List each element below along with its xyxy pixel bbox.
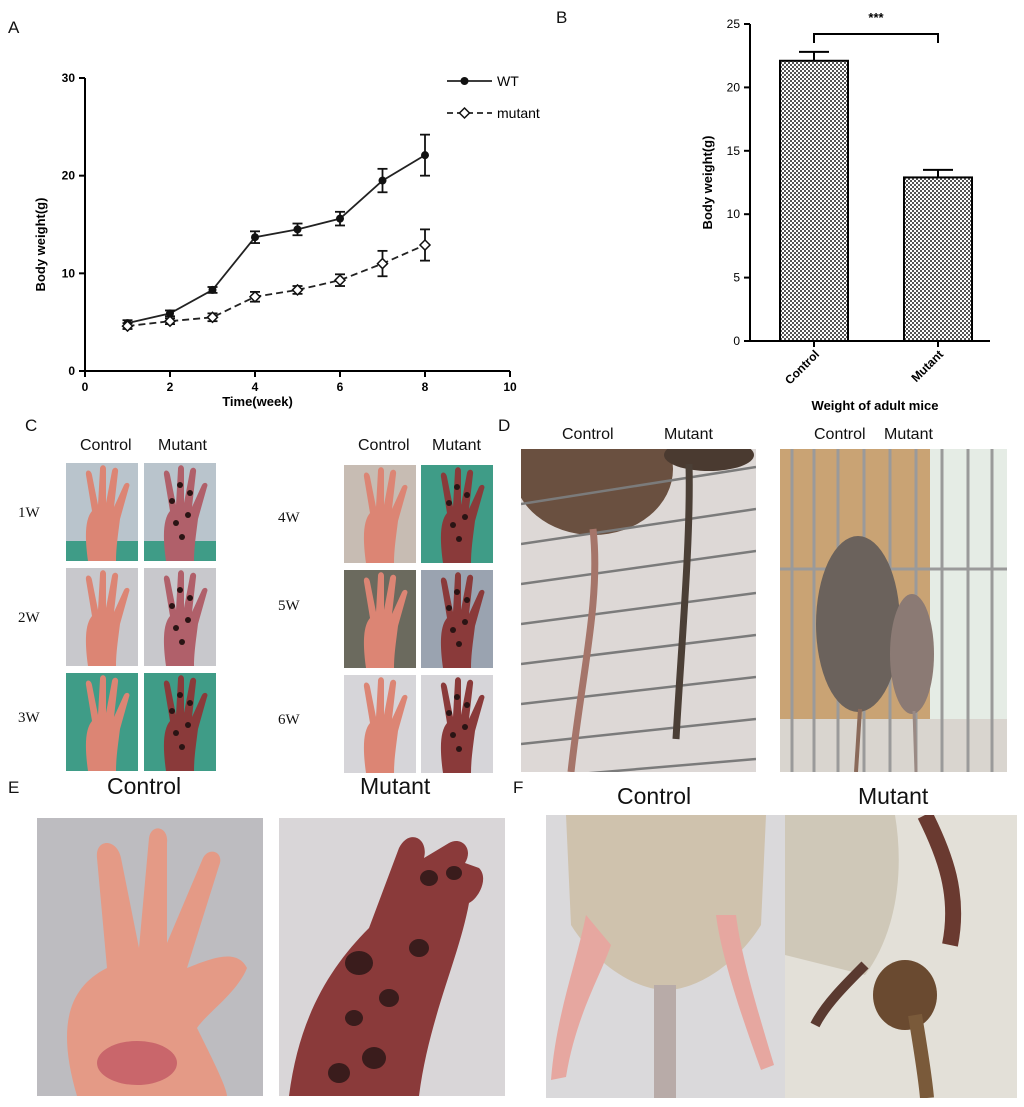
b-bar-control (779, 59, 849, 342)
c-week-6w: 6W (278, 712, 300, 728)
c-left-control-label: Control (80, 437, 132, 454)
a-x-tick-label: 10 (503, 380, 517, 394)
b-significance-label: *** (868, 10, 884, 25)
panel-label-c: C (25, 416, 38, 435)
a-y-tick-label: 10 (62, 266, 76, 280)
a-point-mutant (163, 315, 177, 328)
b-y-tick-label: 25 (727, 17, 741, 31)
d-right-mutant-label: Mutant (884, 426, 933, 443)
panel-label-f: F (513, 778, 524, 797)
a-point-mutant (206, 311, 219, 324)
paw-photo-mutant (144, 673, 216, 771)
a-point-mutant (121, 320, 134, 333)
b-x-tick-label: Mutant (908, 347, 946, 385)
b-bar-mutant (903, 176, 973, 342)
b-x-axis-label: Weight of adult mice (812, 398, 939, 413)
b-y-tick-label: 0 (733, 334, 740, 348)
paw-photo-control (344, 570, 416, 668)
a-series-line-mutant (127, 244, 426, 327)
paw-photo-mutant (144, 463, 216, 561)
f-mutant-label: Mutant (858, 783, 929, 809)
a-y-tick-label: 30 (62, 71, 76, 85)
a-legend-label-WT: WT (497, 73, 519, 89)
e-control-label: Control (107, 773, 182, 799)
paw-photo-mutant (421, 570, 493, 668)
d-right-control-label: Control (814, 426, 866, 443)
a-legend-marker-mutant (458, 106, 471, 120)
b-y-tick-label: 15 (727, 144, 741, 158)
a-series-line-WT (127, 154, 426, 325)
b-y-tick-label: 5 (733, 271, 740, 285)
a-point-mutant (248, 290, 262, 303)
a-point-WT (421, 151, 429, 160)
paw-photo-control (344, 675, 416, 773)
photo-mutant-paw-closeup (279, 818, 505, 1096)
f-control-label: Control (617, 783, 692, 809)
a-x-tick-label: 2 (167, 380, 174, 394)
photo-mutant-hindlimbs-tail (785, 815, 1017, 1098)
a-legend-label-mutant: mutant (497, 105, 540, 121)
c-left-mutant-label: Mutant (158, 437, 207, 454)
panel-label-b: B (556, 8, 568, 27)
c-right-control-label: Control (358, 437, 410, 454)
a-x-axis-label: Time(week) (222, 394, 293, 409)
a-x-tick-label: 6 (337, 380, 344, 394)
a-x-tick-label: 0 (82, 380, 89, 394)
paw-photo-mutant (421, 675, 493, 773)
b-y-axis-label: Body weight(g) (700, 136, 715, 230)
a-point-WT (378, 176, 387, 185)
d-left-mutant-label: Mutant (664, 426, 713, 443)
paw-photo-control (66, 568, 138, 666)
panel-label-e: E (8, 778, 20, 797)
photo-tails-on-cage (521, 449, 756, 772)
a-y-axis-label: Body weight(g) (33, 198, 48, 292)
a-point-WT (208, 285, 217, 294)
b-x-tick-label: Control (782, 347, 822, 387)
line-chart-body-weight: 0 2 4 6 8 10 0 10 20 30 Time(week) Body weight(g) WT… (33, 71, 540, 409)
photo-control-hindlimbs-tail (546, 815, 785, 1098)
bar-chart-adult-weight: 0 5 10 15 20 25 Body weight(g) Control Mutant ***… (700, 10, 990, 413)
a-point-WT (251, 233, 259, 242)
paw-photo-control (66, 673, 138, 771)
paw-photo-control (344, 465, 416, 563)
d-left-control-label: Control (562, 426, 614, 443)
b-y-tick-label: 10 (727, 207, 741, 221)
b-y-tick-label: 20 (727, 80, 741, 94)
paw-photo-mutant (421, 465, 493, 563)
a-y-tick-label: 0 (68, 364, 75, 378)
c-right-mutant-label: Mutant (432, 437, 481, 454)
a-x-tick-label: 4 (252, 380, 259, 394)
photo-mice-on-cage (780, 449, 1007, 772)
c-week-1w: 1W (18, 505, 40, 521)
a-point-WT (336, 214, 344, 223)
a-point-mutant (418, 238, 432, 252)
paw-photo-mutant (144, 568, 216, 666)
c-week-3w: 3W (18, 710, 40, 726)
b-significance-bracket (813, 33, 939, 43)
photo-control-paw-closeup (37, 818, 263, 1096)
paw-photo-control (66, 463, 138, 561)
a-point-mutant (291, 283, 304, 296)
panel-label-d: D (498, 416, 511, 435)
c-week-4w: 4W (278, 510, 300, 526)
e-mutant-label: Mutant (360, 773, 431, 799)
panel-label-a: A (8, 18, 20, 37)
a-point-mutant (376, 257, 389, 270)
a-point-mutant (333, 274, 347, 287)
a-legend-marker-WT (460, 77, 469, 85)
c-week-5w: 5W (278, 598, 300, 614)
a-point-WT (166, 309, 174, 318)
c-week-2w: 2W (18, 610, 40, 626)
a-x-tick-label: 8 (422, 380, 429, 394)
a-point-WT (293, 225, 302, 234)
a-y-tick-label: 20 (62, 169, 76, 183)
